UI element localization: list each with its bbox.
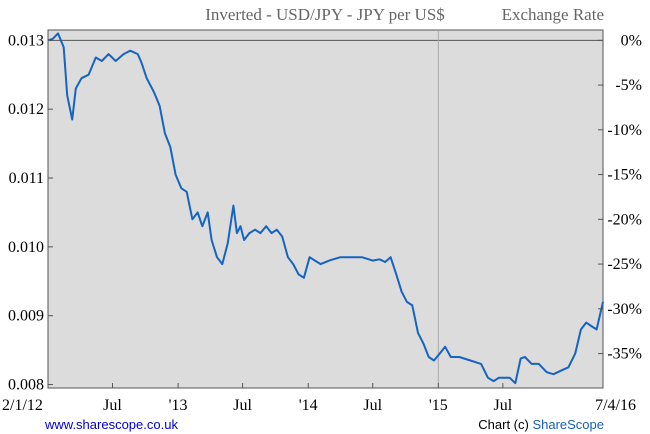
x-tick-label: '14 [299,397,318,414]
sharescope-brand: ShareScope [532,417,604,432]
sharescope-website-link[interactable]: www.sharescope.co.uk [44,417,178,432]
x-tick-label: Jul [233,397,252,414]
chart-title: Inverted - USD/JPY - JPY per US$ [205,5,445,24]
exchange-rate-line [47,32,604,385]
right-tick-label: 0% [621,32,642,49]
right-tick-label: -10% [607,122,642,139]
plot-area [47,29,604,389]
left-y-axis: 0.013 0.012 0.011 0.010 0.009 0.008 [8,32,53,394]
x-tick-label: '15 [429,397,448,414]
right-y-axis: 0% -5% -10% -15% -20% -25% -30% -35% [598,32,642,363]
left-tick-label: 0.012 [8,101,44,118]
x-tick-label: Jul [103,397,122,414]
x-tick-label: Jul [494,397,513,414]
series-layer [47,32,604,385]
right-tick-label: -5% [615,77,642,94]
left-tick-label: 0.008 [8,377,44,394]
x-tick-label: 2/1/12 [2,397,43,414]
x-tick-label: '13 [169,397,188,414]
x-axis: 2/1/12 Jul '13 Jul '14 Jul '15 Jul 7/4/16 [2,383,636,414]
right-tick-label: -20% [607,211,642,228]
left-tick-label: 0.010 [8,239,44,256]
chart-credit: Chart (c) ShareScope [478,417,604,432]
right-axis-label: Exchange Rate [502,5,604,24]
left-tick-label: 0.011 [9,170,44,187]
right-tick-label: -35% [607,346,642,363]
x-tick-label: 7/4/16 [595,397,636,414]
x-tick-label: Jul [363,397,382,414]
credit-prefix: Chart (c) [478,417,532,432]
right-tick-label: -25% [607,256,642,273]
left-tick-label: 0.013 [8,32,44,49]
reference-lines [48,30,603,388]
left-tick-label: 0.009 [8,308,44,325]
right-tick-label: -30% [607,301,642,318]
right-tick-label: -15% [607,167,642,184]
